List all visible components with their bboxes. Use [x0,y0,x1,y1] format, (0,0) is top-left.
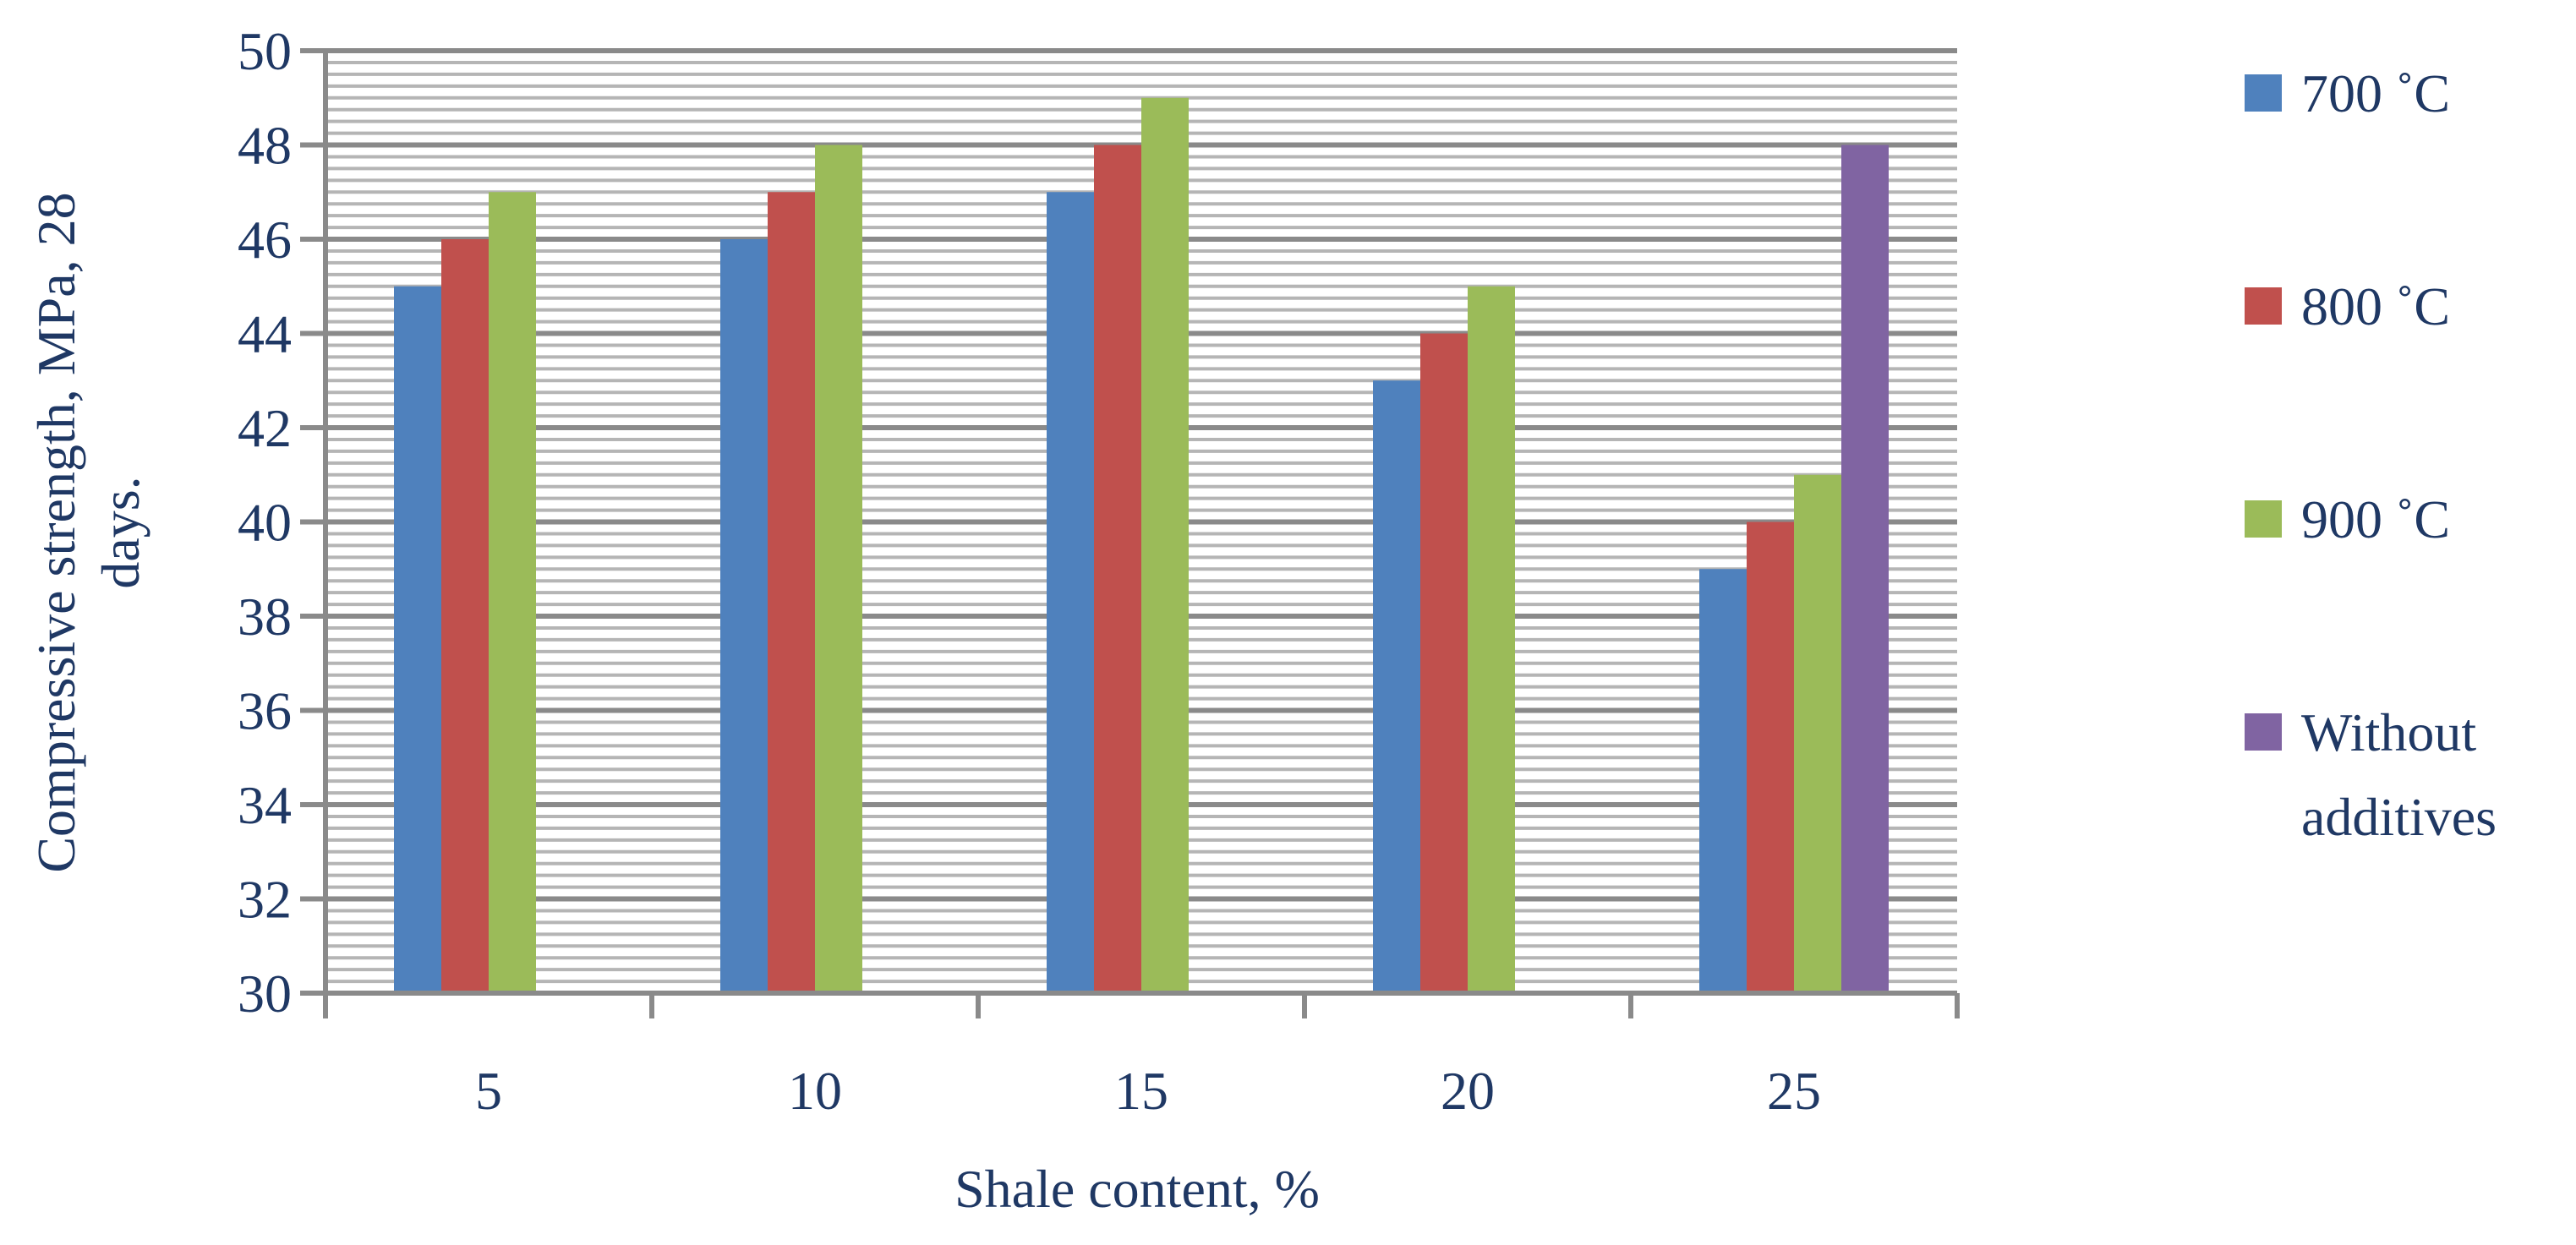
y-tick-label: 50 [238,21,292,81]
x-tick-label: 25 [1767,1061,1821,1121]
bars [394,97,1889,993]
y-axis-title: Compressive strength, MPa, 28 days. [26,192,150,872]
bar-3-cat-5 [489,192,536,993]
y-tick-label: 46 [238,210,292,270]
legend-label: 800 ˚C [2301,276,2450,336]
legend-swatch [2245,287,2282,325]
legend-label: Without [2301,702,2476,762]
x-tick-label: 20 [1441,1061,1495,1121]
legend-label: additives [2301,787,2497,847]
y-tick-label: 30 [238,964,292,1024]
bar-1-cat-20 [1373,380,1420,993]
bar-3-cat-25 [1794,474,1841,993]
bar-2-cat-20 [1420,333,1468,993]
legend-swatch [2245,74,2282,112]
bar-1-cat-15 [1047,192,1094,993]
y-tick-label: 44 [238,304,292,364]
y-tick-label: 48 [238,116,292,176]
legend: 700 ˚C 800 ˚C 900 ˚C Without additives [2245,63,2497,847]
y-tick-label: 42 [238,398,292,458]
y-axis-title-line-1: Compressive strength, MPa, 28 [26,192,86,872]
y-tick-label: 40 [238,493,292,553]
y-tick-label: 36 [238,681,292,741]
bar-1-cat-10 [720,239,768,993]
bar-2-cat-10 [768,192,815,993]
bar-4-cat-25 [1841,145,1889,993]
legend-label: 700 ˚C [2301,63,2450,123]
bar-2-cat-5 [441,239,489,993]
x-axis-title: Shale content, % [954,1159,1320,1219]
x-tick-label: 15 [1114,1061,1168,1121]
x-tick-labels: 5 10 15 20 25 [475,1061,1821,1121]
y-tick-label: 32 [238,870,292,930]
y-tick-label: 34 [238,775,292,835]
bar-3-cat-10 [815,145,862,993]
x-tick-label: 10 [788,1061,842,1121]
bar-2-cat-15 [1094,145,1141,993]
bar-1-cat-5 [394,286,441,993]
bar-1-cat-25 [1699,569,1747,993]
y-axis-title-line-2: days. [90,476,150,588]
bar-3-cat-20 [1468,286,1515,993]
bar-2-cat-25 [1747,521,1794,993]
legend-swatch [2245,713,2282,751]
bar-3-cat-15 [1141,97,1189,993]
y-tick-labels: 30 32 34 36 38 40 42 44 46 48 50 [238,21,292,1024]
x-tick-label: 5 [475,1061,502,1121]
axes [300,48,1960,1018]
legend-swatch [2245,500,2282,538]
y-tick-label: 38 [238,587,292,647]
legend-label: 900 ˚C [2301,489,2450,549]
